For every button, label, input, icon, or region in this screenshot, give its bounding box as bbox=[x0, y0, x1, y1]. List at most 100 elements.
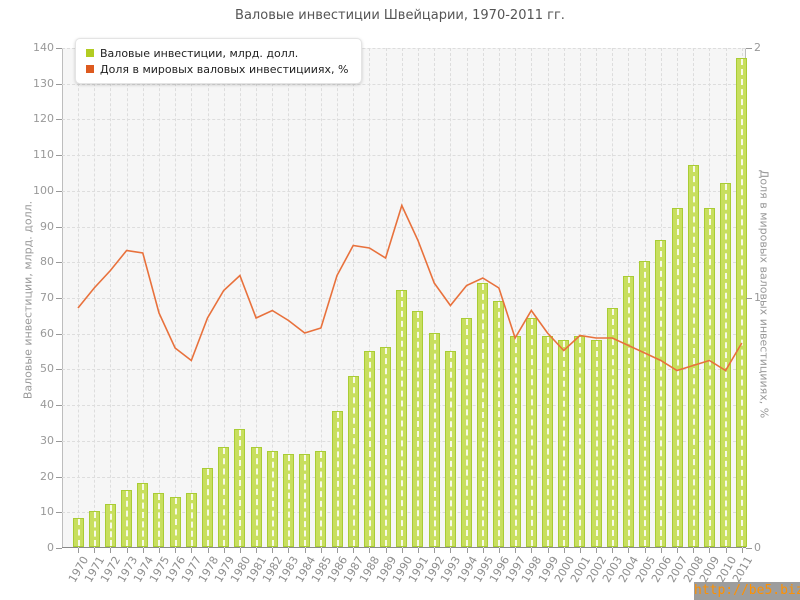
v-gridline bbox=[240, 48, 241, 548]
bar-1992 bbox=[429, 333, 440, 547]
bar-1984 bbox=[299, 454, 310, 547]
watermark-link[interactable]: http://be5.biz/ bbox=[694, 582, 800, 600]
x-axis-tick bbox=[224, 548, 225, 553]
x-axis-tick bbox=[677, 548, 678, 553]
bar-1999 bbox=[542, 336, 553, 547]
x-axis-tick bbox=[256, 548, 257, 553]
share-line bbox=[77, 203, 743, 372]
v-gridline bbox=[612, 48, 613, 548]
x-axis-tick bbox=[110, 548, 111, 553]
v-gridline bbox=[515, 48, 516, 548]
x-axis-tick bbox=[208, 548, 209, 553]
v-gridline bbox=[337, 48, 338, 548]
left-axis-tick bbox=[56, 369, 62, 370]
left-axis-tick bbox=[56, 405, 62, 406]
bottom-axis-line bbox=[62, 547, 746, 548]
bar-center-dash bbox=[708, 209, 711, 546]
bar-center-dash bbox=[141, 484, 144, 546]
bar-1988 bbox=[364, 351, 375, 547]
bar-1985 bbox=[315, 451, 326, 547]
x-axis-tick bbox=[645, 548, 646, 553]
v-gridline bbox=[305, 48, 306, 548]
y-axis-tick-label: 20 bbox=[40, 470, 54, 483]
x-axis-tick bbox=[143, 548, 144, 553]
bar-center-dash bbox=[627, 277, 630, 546]
v-gridline bbox=[94, 48, 95, 548]
x-axis-tick bbox=[531, 548, 532, 553]
v-gridline bbox=[321, 48, 322, 548]
h-gridline bbox=[62, 191, 746, 192]
y-axis-tick-label: 40 bbox=[40, 398, 54, 411]
v-gridline bbox=[596, 48, 597, 548]
right-axis-tick bbox=[746, 548, 752, 549]
bar-2005 bbox=[639, 261, 650, 547]
h-gridline bbox=[62, 84, 746, 85]
bar-center-dash bbox=[497, 302, 500, 546]
x-axis-tick bbox=[515, 548, 516, 553]
y-axis-tick-label: 90 bbox=[40, 220, 54, 233]
x-axis-tick bbox=[483, 548, 484, 553]
bar-center-dash bbox=[255, 448, 258, 546]
bar-1978 bbox=[202, 468, 213, 547]
x-axis-tick bbox=[418, 548, 419, 553]
bar-center-dash bbox=[319, 452, 322, 546]
legend-item-label: Доля в мировых валовых инвестицииях, % bbox=[100, 62, 349, 76]
bar-center-dash bbox=[174, 498, 177, 546]
x-axis-tick bbox=[726, 548, 727, 553]
right-axis-tick-label: 1 bbox=[754, 291, 761, 304]
bar-center-dash bbox=[238, 430, 241, 546]
bar-2007 bbox=[672, 208, 683, 547]
bar-1975 bbox=[153, 493, 164, 547]
bar-center-dash bbox=[465, 319, 468, 546]
x-axis-tick bbox=[386, 548, 387, 553]
bar-center-dash bbox=[368, 352, 371, 546]
v-gridline bbox=[564, 48, 565, 548]
y-axis-tick-label: 100 bbox=[33, 184, 54, 197]
bar-center-dash bbox=[336, 412, 339, 546]
right-axis-tick bbox=[746, 48, 752, 49]
bar-2009 bbox=[704, 208, 715, 547]
v-gridline bbox=[418, 48, 419, 548]
left-axis-tick bbox=[56, 191, 62, 192]
bar-center-dash bbox=[109, 505, 112, 546]
v-gridline bbox=[580, 48, 581, 548]
right-axis-title: Доля в мировых валовых инвестицииях, % bbox=[757, 169, 771, 419]
v-gridline bbox=[450, 48, 451, 548]
v-gridline bbox=[434, 48, 435, 548]
right-axis-tick-label: 0 bbox=[754, 541, 761, 554]
bar-1990 bbox=[396, 290, 407, 547]
x-axis-tick bbox=[709, 548, 710, 553]
legend-swatch-icon bbox=[86, 65, 94, 73]
bar-center-dash bbox=[222, 448, 225, 546]
left-axis-tick bbox=[56, 441, 62, 442]
left-axis-tick bbox=[56, 512, 62, 513]
bar-1991 bbox=[412, 311, 423, 547]
chart-title: Валовые инвестиции Швейцарии, 1970-2011 … bbox=[235, 8, 565, 23]
bar-1974 bbox=[137, 483, 148, 547]
bar-center-dash bbox=[400, 291, 403, 546]
bar-1982 bbox=[267, 451, 278, 547]
bar-center-dash bbox=[481, 284, 484, 546]
left-axis-tick bbox=[56, 298, 62, 299]
bar-center-dash bbox=[433, 334, 436, 546]
legend-item-label: Валовые инвестиции, млрд. долл. bbox=[100, 46, 299, 60]
bar-center-dash bbox=[190, 494, 193, 546]
x-axis-tick bbox=[288, 548, 289, 553]
bar-center-dash bbox=[352, 377, 355, 546]
left-axis-tick bbox=[56, 155, 62, 156]
v-gridline bbox=[256, 48, 257, 548]
v-gridline bbox=[110, 48, 111, 548]
legend-swatch-icon bbox=[86, 49, 94, 57]
y-axis-tick-label: 30 bbox=[40, 434, 54, 447]
x-axis-tick bbox=[742, 548, 743, 553]
bar-center-dash bbox=[562, 341, 565, 546]
v-gridline bbox=[272, 48, 273, 548]
bar-2011 bbox=[736, 58, 747, 547]
v-gridline bbox=[499, 48, 500, 548]
x-axis-tick bbox=[305, 548, 306, 553]
bar-2010 bbox=[720, 183, 731, 547]
y-axis-tick-label: 70 bbox=[40, 291, 54, 304]
bar-1987 bbox=[348, 376, 359, 547]
v-gridline bbox=[78, 48, 79, 548]
